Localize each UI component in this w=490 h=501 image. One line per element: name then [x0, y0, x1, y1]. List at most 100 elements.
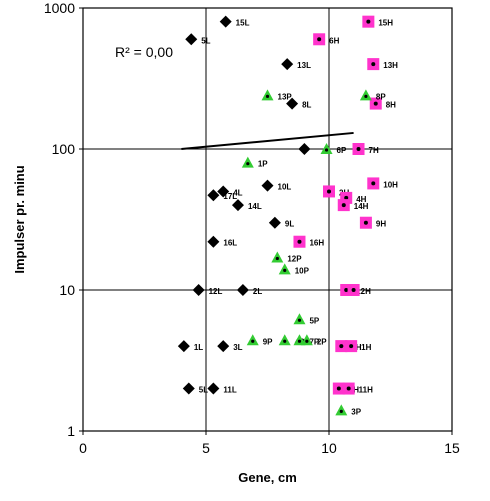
data-point-triangle-dot: [265, 94, 270, 98]
data-point-label: 8P: [376, 92, 386, 101]
data-point-triangle-dot: [275, 256, 279, 261]
data-point-diamond: [261, 179, 274, 192]
y-tick-label: 100: [52, 141, 76, 157]
data-point-square-dot: [344, 195, 349, 200]
data-point-label: 16L: [223, 239, 237, 248]
data-point-diamond: [236, 284, 249, 296]
data-point-square-dot: [344, 288, 349, 292]
data-point-diamond: [231, 199, 244, 212]
data-point-diamond: [219, 15, 232, 28]
x-axis-title: Gene, cm: [238, 470, 297, 485]
data-point-triangle-dot: [297, 339, 302, 343]
data-point-square-dot: [371, 62, 376, 67]
data-point-triangle-dot: [324, 148, 329, 152]
data-point-diamond: [185, 33, 198, 46]
data-point-square-dot: [317, 37, 322, 42]
data-point-diamond: [177, 340, 190, 353]
x-tick-label: 10: [321, 440, 337, 456]
data-point-label: 6P: [337, 146, 347, 155]
data-point-square-dot: [366, 19, 371, 24]
data-point-label: 12L: [209, 287, 223, 296]
y-axis-title: Impulser pr. minu: [12, 165, 27, 273]
data-point-square-dot: [373, 101, 378, 106]
data-point-square-dot: [356, 147, 361, 151]
data-point-label: 4H: [356, 195, 366, 204]
data-point-diamond: [207, 189, 220, 202]
y-tick-label: 1: [67, 423, 75, 439]
data-point-label: 14L: [248, 202, 262, 211]
data-point-label: 2P: [317, 337, 327, 346]
data-point-square-dot: [327, 189, 331, 194]
data-point-triangle-dot: [339, 409, 343, 413]
data-point-label: 2L: [253, 287, 262, 296]
data-point-label: 15H: [378, 19, 393, 28]
data-point-label: 7P: [309, 337, 319, 346]
data-point-diamond: [182, 382, 195, 395]
data-point-square-dot: [371, 181, 376, 186]
data-point-label: 5L: [199, 386, 208, 395]
data-point-label: 9L: [285, 220, 294, 229]
data-point-square-dot: [341, 203, 346, 208]
data-point-label: 9P: [263, 337, 273, 346]
data-point-label: 4L: [233, 188, 242, 197]
data-point-triangle-dot: [283, 268, 287, 272]
data-point-square-dot: [297, 239, 302, 244]
data-point-square-dot: [363, 220, 368, 225]
data-point-label: 10H: [383, 180, 398, 189]
data-point-diamond: [217, 185, 230, 198]
data-point-label: 13H: [383, 61, 398, 70]
data-point-label: 13P: [278, 92, 293, 101]
data-point-triangle-dot: [305, 339, 309, 343]
data-point-label: 16H: [309, 239, 324, 248]
data-point-label: 12P: [287, 255, 302, 264]
data-point-label: 6H: [329, 36, 339, 45]
data-point-diamond: [192, 284, 205, 296]
data-point-label: 11H: [359, 386, 373, 395]
data-point-diamond: [217, 340, 230, 353]
data-point-diamond: [298, 143, 311, 155]
data-point-label: 9H: [376, 220, 386, 229]
data-point-diamond: [207, 235, 220, 248]
data-point-label: 12H: [356, 287, 371, 296]
plot-frame: [82, 7, 453, 432]
data-point-label: 15L: [236, 19, 250, 28]
data-point-triangle-dot: [297, 318, 302, 322]
data-point-label: 14H: [354, 202, 369, 211]
data-point-label: 8H: [386, 101, 396, 110]
data-point-square-dot: [336, 386, 341, 391]
trend-line: [181, 131, 354, 150]
data-point-label: 13L: [297, 61, 311, 70]
data-point-square-dot: [349, 344, 354, 349]
data-point-label: 1L: [194, 343, 203, 352]
data-point-label: 11L: [223, 386, 236, 395]
data-point-label: 10P: [295, 266, 310, 275]
data-point-square-dot: [351, 288, 356, 292]
data-point-label: 10L: [278, 183, 292, 192]
data-point-diamond: [281, 58, 294, 71]
x-tick-label: 0: [79, 440, 87, 456]
data-point-triangle-dot: [246, 162, 250, 166]
data-point-triangle-dot: [251, 339, 255, 343]
data-point-label: 3P: [351, 407, 361, 416]
data-point-label: 5L: [201, 36, 210, 45]
r-squared-annotation: R² = 0,00: [115, 44, 173, 60]
data-point-square-dot: [346, 386, 351, 391]
data-point-diamond: [207, 382, 220, 395]
x-tick-label: 15: [444, 440, 460, 456]
y-tick-label: 10: [59, 282, 75, 298]
data-point-triangle-dot: [283, 339, 287, 343]
data-point-label: 7H: [369, 146, 379, 155]
data-point-label: 1P: [258, 160, 268, 169]
data-point-square-dot: [339, 344, 344, 349]
data-point-triangle-dot: [364, 94, 368, 98]
data-point-label: 3L: [233, 343, 242, 352]
data-point-label: 5P: [309, 316, 319, 325]
data-point-label: 1H: [361, 343, 371, 352]
data-point-diamond: [268, 216, 281, 229]
y-tick-label: 1000: [44, 0, 75, 16]
data-point-label: 8L: [302, 101, 311, 110]
data-point-label: 17L: [223, 192, 237, 201]
x-tick-label: 5: [202, 440, 210, 456]
